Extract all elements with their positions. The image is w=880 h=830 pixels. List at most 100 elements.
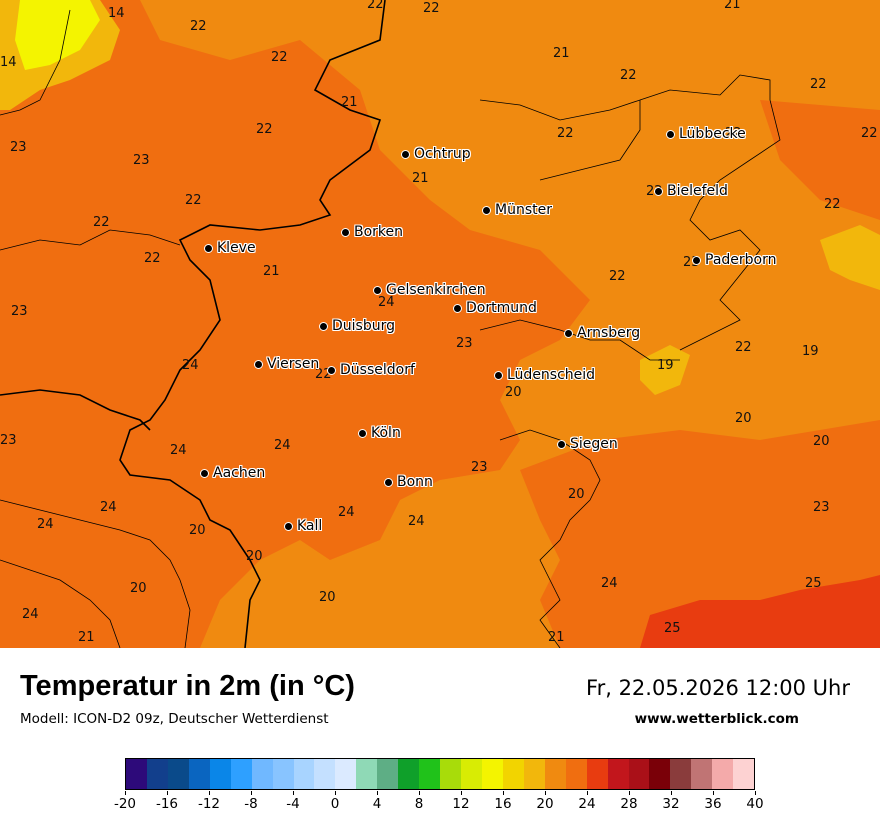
city-marker: Paderborn bbox=[692, 252, 776, 268]
temperature-value: 24 bbox=[378, 295, 395, 310]
temperature-value: 24 bbox=[338, 505, 355, 520]
city-dot-icon bbox=[284, 521, 293, 531]
city-marker: Gelsenkirchen bbox=[373, 282, 486, 298]
legend-tick-mark bbox=[125, 791, 126, 795]
city-dot-icon bbox=[384, 477, 393, 487]
legend-tick-label: 8 bbox=[414, 796, 424, 812]
legend-tick-label: -20 bbox=[113, 796, 137, 812]
warm-region bbox=[0, 0, 590, 648]
forecast-date: Fr, 22.05.2026 12:00 Uhr bbox=[586, 676, 850, 700]
legend-swatch bbox=[230, 759, 252, 789]
city-dot-icon bbox=[654, 186, 663, 196]
temperature-value: 19 bbox=[802, 344, 819, 359]
country-border bbox=[0, 0, 386, 648]
legend-tick-mark bbox=[209, 791, 210, 795]
temperature-value: 20 bbox=[813, 434, 830, 449]
legend-tick-mark bbox=[335, 791, 336, 795]
temperature-value: 22 bbox=[271, 50, 288, 65]
temperature-value: 21 bbox=[548, 630, 565, 645]
website-link[interactable]: www.wetterblick.com bbox=[634, 711, 799, 727]
temperature-value: 23 bbox=[813, 500, 830, 515]
city-marker: Duisburg bbox=[319, 318, 395, 334]
city-name: Siegen bbox=[570, 436, 618, 452]
temperature-value: 20 bbox=[130, 581, 147, 596]
temperature-value: 23 bbox=[0, 433, 17, 448]
cool-patch-arnsberg bbox=[640, 345, 690, 395]
cool-patch-nw-inner bbox=[15, 0, 100, 70]
legend-swatch bbox=[586, 759, 608, 789]
city-dot-icon bbox=[692, 255, 701, 265]
legend-swatch bbox=[209, 759, 231, 789]
temperature-value: 22 bbox=[185, 193, 202, 208]
city-name: Münster bbox=[495, 202, 552, 218]
temperature-value: 21 bbox=[78, 630, 95, 645]
legend-tick-mark bbox=[587, 791, 588, 795]
city-dot-icon bbox=[564, 328, 573, 338]
temperature-value: 19 bbox=[657, 358, 674, 373]
city-name: Kall bbox=[297, 518, 323, 534]
legend-swatch bbox=[146, 759, 168, 789]
legend-swatch bbox=[649, 759, 671, 789]
legend-tick-label: 40 bbox=[746, 796, 764, 812]
temperature-value: 20 bbox=[505, 385, 522, 400]
warm-region-north bbox=[760, 100, 880, 220]
legend-swatch bbox=[356, 759, 378, 789]
city-dot-icon bbox=[204, 243, 213, 253]
temperature-value: 22 bbox=[824, 197, 841, 212]
city-marker: Ochtrup bbox=[401, 146, 471, 162]
legend-swatch bbox=[314, 759, 336, 789]
city-name: Borken bbox=[354, 224, 404, 240]
temperature-value: 25 bbox=[664, 621, 681, 636]
legend-tick-label: 20 bbox=[536, 796, 554, 812]
legend-swatch bbox=[167, 759, 189, 789]
legend-tick-label: 12 bbox=[452, 796, 470, 812]
legend-tick-mark bbox=[503, 791, 504, 795]
city-dot-icon bbox=[557, 439, 566, 449]
legend-swatch bbox=[335, 759, 357, 789]
temperature-value: 24 bbox=[22, 607, 39, 622]
legend-swatch bbox=[523, 759, 545, 789]
temperature-value: 22 bbox=[190, 19, 207, 34]
city-marker: Dortmund bbox=[453, 300, 537, 316]
temperature-value: 23 bbox=[133, 153, 150, 168]
city-dot-icon bbox=[254, 359, 263, 369]
city-name: Duisburg bbox=[332, 318, 395, 334]
temperature-value: 22 bbox=[861, 126, 878, 141]
city-name: Viersen bbox=[267, 356, 320, 372]
city-dot-icon bbox=[373, 285, 382, 295]
city-name: Köln bbox=[371, 425, 401, 441]
model-info: Modell: ICON-D2 09z, Deutscher Wetterdie… bbox=[20, 711, 329, 727]
temperature-value: 22 bbox=[93, 215, 110, 230]
map-shading bbox=[0, 0, 880, 648]
legend-tick-label: 32 bbox=[662, 796, 680, 812]
legend-tick-label: 24 bbox=[578, 796, 596, 812]
color-legend bbox=[125, 758, 755, 790]
legend-swatch bbox=[461, 759, 482, 789]
temperature-value: 24 bbox=[408, 514, 425, 529]
temperature-value: 22 bbox=[735, 340, 752, 355]
temperature-value: 22 bbox=[620, 68, 637, 83]
city-name: Dortmund bbox=[466, 300, 537, 316]
legend-tick-mark bbox=[251, 791, 252, 795]
city-dot-icon bbox=[494, 370, 503, 380]
legend-tick-mark bbox=[419, 791, 420, 795]
legend-swatch bbox=[607, 759, 629, 789]
legend-swatch bbox=[398, 759, 420, 789]
legend-swatch bbox=[419, 759, 441, 789]
city-marker: Siegen bbox=[557, 436, 618, 452]
temperature-value: 21 bbox=[724, 0, 741, 12]
legend-tick-mark bbox=[629, 791, 630, 795]
legend-swatch bbox=[565, 759, 587, 789]
temperature-value: 21 bbox=[263, 264, 280, 279]
temperature-value: 22 bbox=[609, 269, 626, 284]
city-name: Düsseldorf bbox=[340, 362, 415, 378]
legend-swatch bbox=[481, 759, 503, 789]
city-dot-icon bbox=[666, 129, 675, 139]
temperature-value: 24 bbox=[170, 443, 187, 458]
city-name: Arnsberg bbox=[577, 325, 641, 341]
legend-ticks: -20 -16 -12 -8 -4 0 4 8 12 16 20 24 28 32 36 40 bbox=[114, 791, 764, 821]
hot-region bbox=[640, 575, 880, 648]
legend-tick-mark bbox=[293, 791, 294, 795]
city-name: Bielefeld bbox=[667, 183, 728, 199]
legend-tick-mark bbox=[545, 791, 546, 795]
